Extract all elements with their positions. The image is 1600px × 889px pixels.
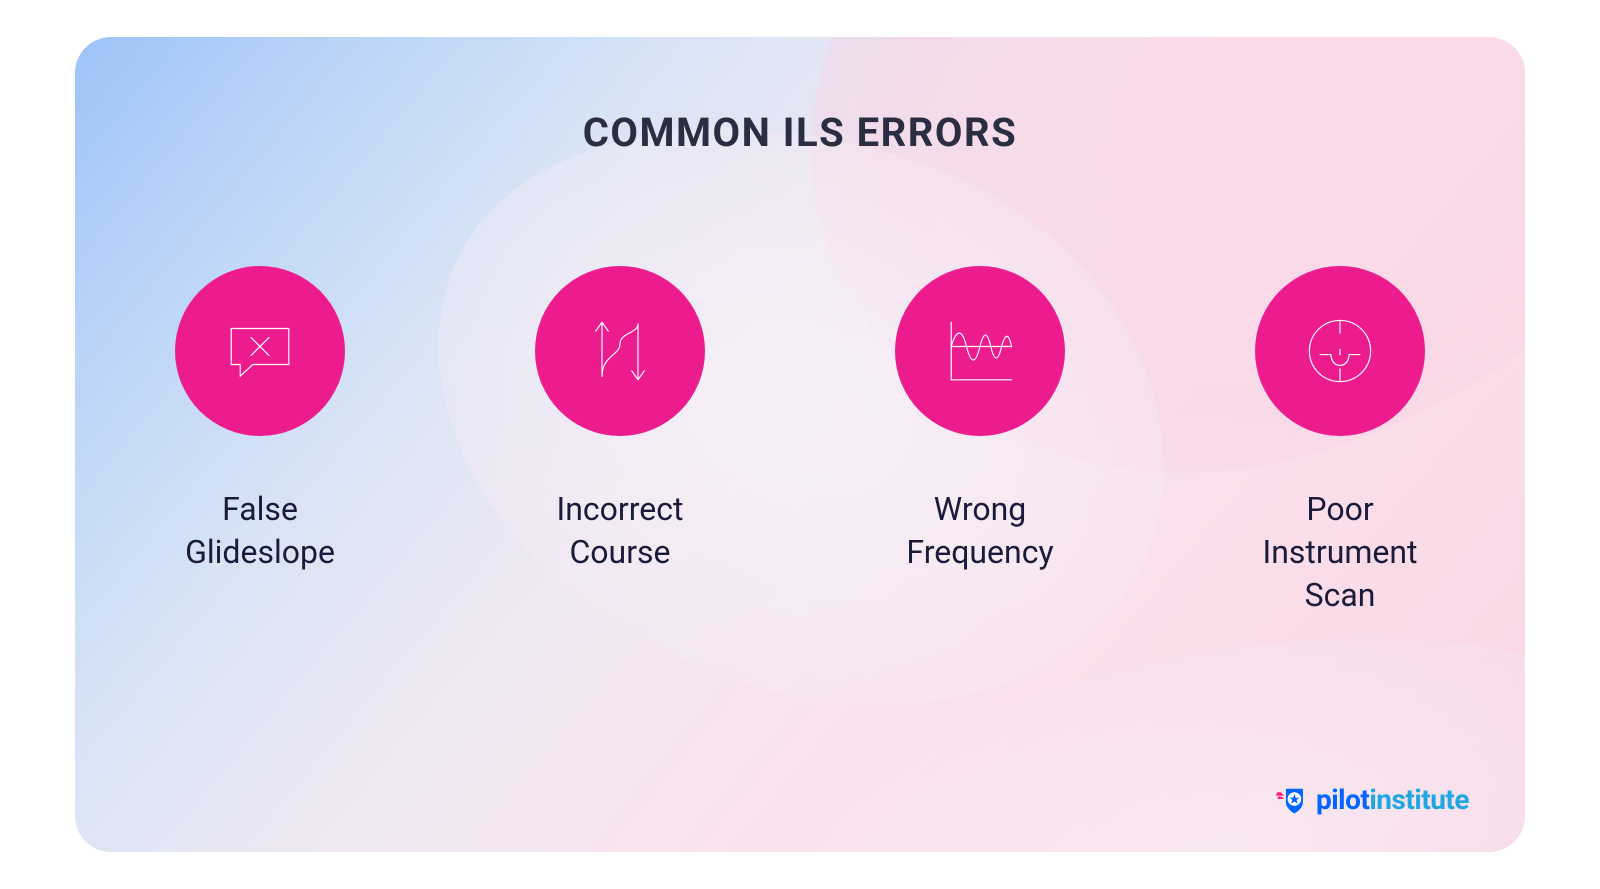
attitude-indicator-icon: [1255, 266, 1425, 436]
error-item-false-glideslope: False Glideslope: [145, 266, 375, 618]
content-container: COMMON ILS ERRORS False Glideslope: [75, 37, 1525, 852]
page-title: COMMON ILS ERRORS: [583, 109, 1018, 156]
item-label: Wrong Frequency: [906, 488, 1053, 574]
error-item-wrong-frequency: Wrong Frequency: [865, 266, 1095, 618]
item-label: Incorrect Course: [557, 488, 684, 574]
infographic-card: COMMON ILS ERRORS False Glideslope: [75, 37, 1525, 852]
logo-badge-icon: [1274, 782, 1308, 816]
logo-text-pilot: pilot: [1316, 783, 1369, 816]
item-label: Poor Instrument Scan: [1225, 488, 1455, 618]
brand-logo: pilotinstitute: [1274, 782, 1469, 816]
error-item-poor-scan: Poor Instrument Scan: [1225, 266, 1455, 618]
items-row: False Glideslope Incorrect Course: [75, 266, 1525, 618]
waveform-chart-icon: [895, 266, 1065, 436]
item-label: False Glideslope: [185, 488, 335, 574]
chat-x-icon: [175, 266, 345, 436]
s-curve-arrows-icon: [535, 266, 705, 436]
logo-text-institute: institute: [1369, 783, 1469, 816]
logo-text: pilotinstitute: [1316, 783, 1469, 816]
error-item-incorrect-course: Incorrect Course: [505, 266, 735, 618]
